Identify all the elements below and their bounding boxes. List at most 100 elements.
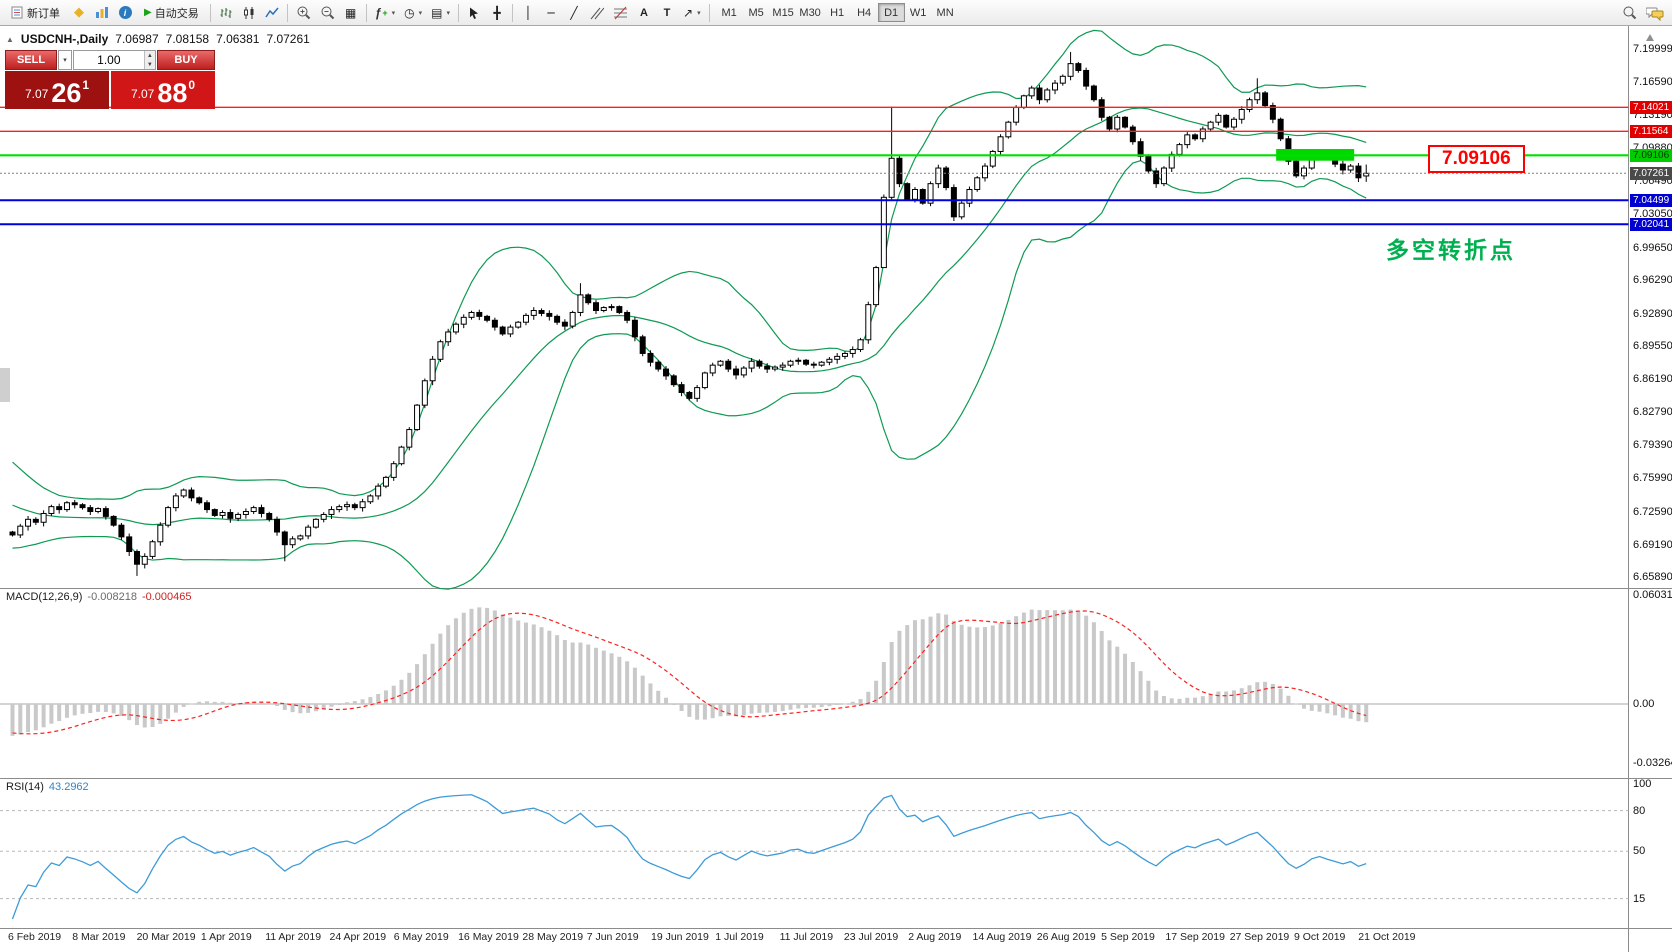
fibonacci-button[interactable]	[609, 3, 632, 23]
macd-histogram-bar	[1053, 610, 1058, 704]
date-axis-label[interactable]: 1 Apr 2019	[200, 931, 252, 943]
lot-spin-up-icon[interactable]: ▲	[144, 51, 155, 60]
sell-price-box[interactable]: 7.07 26 1	[5, 71, 109, 109]
indicators-button[interactable]: ƒ + ▾	[374, 5, 396, 20]
info-button[interactable]: i	[114, 3, 136, 23]
date-axis-label[interactable]: 16 May 2019	[458, 931, 519, 943]
macd-histogram-bar	[959, 624, 964, 704]
date-axis-label[interactable]: 6 May 2019	[393, 931, 449, 943]
timeframe-button-h4[interactable]: H4	[851, 3, 878, 22]
timeframe-button-d1[interactable]: D1	[877, 3, 905, 22]
date-axis-label[interactable]: 24 Apr 2019	[329, 931, 387, 943]
candle	[982, 165, 988, 179]
vertical-line-button[interactable]: │	[517, 3, 539, 23]
trendline-button[interactable]: ╱	[563, 3, 585, 23]
timeframe-button-h1[interactable]: H1	[824, 3, 851, 22]
date-axis-label[interactable]: 27 Sep 2019	[1229, 931, 1290, 943]
search-button[interactable]	[1618, 3, 1641, 23]
date-axis-label[interactable]: 11 Apr 2019	[265, 931, 322, 943]
date-axis-label[interactable]: 23 Jul 2019	[843, 931, 899, 943]
date-axis-label[interactable]: 19 Jun 2019	[651, 931, 709, 943]
candle	[1192, 134, 1199, 140]
macd-histogram-bar	[710, 704, 715, 719]
date-axis-label[interactable]: 28 May 2019	[522, 931, 584, 943]
candle	[943, 167, 950, 189]
candle	[1036, 87, 1043, 101]
timeframe-button-m1[interactable]: M1	[716, 3, 743, 22]
dropdown-icon: ▾	[446, 8, 451, 17]
date-axis-label[interactable]: 21 Oct 2019	[1358, 931, 1416, 943]
lot-size-input[interactable]	[74, 51, 144, 69]
chat-button[interactable]	[1642, 3, 1668, 23]
chart-canvas[interactable]	[0, 26, 1672, 952]
candle	[367, 495, 374, 503]
timeframe-button-w1[interactable]: W1	[905, 3, 932, 22]
date-axis-label[interactable]: 2 Aug 2019	[908, 931, 962, 943]
timeframe-button-m5[interactable]: M5	[743, 3, 770, 22]
candle	[344, 504, 351, 508]
zoom-out-button[interactable]	[316, 3, 339, 23]
bar-chart-button[interactable]	[215, 3, 237, 23]
lot-spin-down-icon[interactable]: ▼	[144, 60, 155, 69]
candle	[670, 375, 677, 386]
candle	[235, 513, 242, 519]
macd-histogram-bar	[33, 704, 38, 731]
date-axis-label[interactable]: 7 Jun 2019	[586, 931, 639, 943]
ohlc-close: 7.07261	[266, 32, 310, 46]
timeframe-button-m15[interactable]: M15	[770, 3, 797, 22]
one-click-collapse-toggle[interactable]: ▲	[6, 34, 14, 44]
macd-histogram-bar	[142, 704, 147, 728]
buy-button[interactable]: BUY	[157, 50, 215, 70]
macd-histogram-bar	[49, 704, 54, 724]
zoom-in-button[interactable]	[292, 3, 315, 23]
bar-chart-icon	[220, 7, 232, 18]
order-type-dropdown[interactable]: ▾	[58, 50, 72, 70]
date-axis-label[interactable]: 6 Feb 2019	[8, 931, 62, 943]
templates-button[interactable]: ▤ ▾	[427, 3, 454, 23]
macd-histogram-bar	[702, 704, 707, 720]
tile-windows-button[interactable]: ▦	[340, 3, 362, 23]
auto-trading-button[interactable]: ▶ 自动交易	[137, 3, 206, 23]
line-chart-button[interactable]	[261, 3, 283, 23]
macd-histogram-bar	[1356, 704, 1361, 722]
crosshair-button[interactable]: ╋	[486, 3, 508, 23]
date-axis-label[interactable]: 5 Sep 2019	[1101, 931, 1155, 943]
market-watch-button[interactable]	[91, 3, 113, 23]
macd-histogram-bar	[905, 625, 910, 704]
date-axis-label[interactable]: 1 Jul 2019	[715, 931, 764, 943]
date-axis-label[interactable]: 9 Oct 2019	[1294, 931, 1346, 943]
candle	[1122, 116, 1129, 128]
text-tool-button[interactable]: A	[633, 3, 655, 23]
timeframe-button-mn[interactable]: MN	[932, 3, 959, 22]
metaquotes-button[interactable]: ◆	[68, 3, 90, 23]
buy-price-box[interactable]: 7.07 88 0	[111, 71, 215, 109]
horizontal-line-button[interactable]: ─	[540, 3, 562, 23]
macd-histogram-bar	[944, 614, 949, 704]
cursor-button[interactable]	[463, 3, 485, 23]
candle	[445, 331, 452, 343]
candle	[25, 518, 32, 527]
date-axis-label[interactable]: 26 Aug 2019	[1036, 931, 1096, 943]
timeframe-button-m30[interactable]: M30	[797, 3, 824, 22]
macd-histogram-bar	[220, 701, 225, 704]
date-axis-label[interactable]: 11 Jul 2019	[779, 931, 834, 943]
channel-button[interactable]	[586, 3, 608, 23]
sell-button[interactable]: SELL	[5, 50, 57, 70]
macd-histogram-bar	[555, 635, 560, 704]
candlestick-chart-button[interactable]	[238, 3, 260, 23]
arrows-tool-button[interactable]: ↗ ▾	[679, 3, 705, 23]
candle	[1207, 121, 1214, 130]
label-tool-button[interactable]: T	[656, 3, 678, 23]
macd-histogram-bar	[158, 704, 163, 724]
date-axis-label[interactable]: 17 Sep 2019	[1165, 931, 1225, 943]
candle	[771, 366, 778, 370]
periods-button[interactable]: ◷ ▾	[400, 3, 426, 23]
price-axis-label: 6.75990	[1633, 472, 1672, 485]
date-axis-label[interactable]: 14 Aug 2019	[972, 931, 1032, 943]
macd-histogram-bar	[376, 693, 381, 704]
date-axis-label[interactable]: 20 Mar 2019	[136, 931, 196, 943]
date-axis-label[interactable]: 8 Mar 2019	[72, 931, 126, 943]
macd-histogram-bar	[757, 704, 762, 713]
new-order-button[interactable]: 新订单	[4, 3, 67, 23]
rsi-axis-label: 15	[1633, 892, 1646, 905]
